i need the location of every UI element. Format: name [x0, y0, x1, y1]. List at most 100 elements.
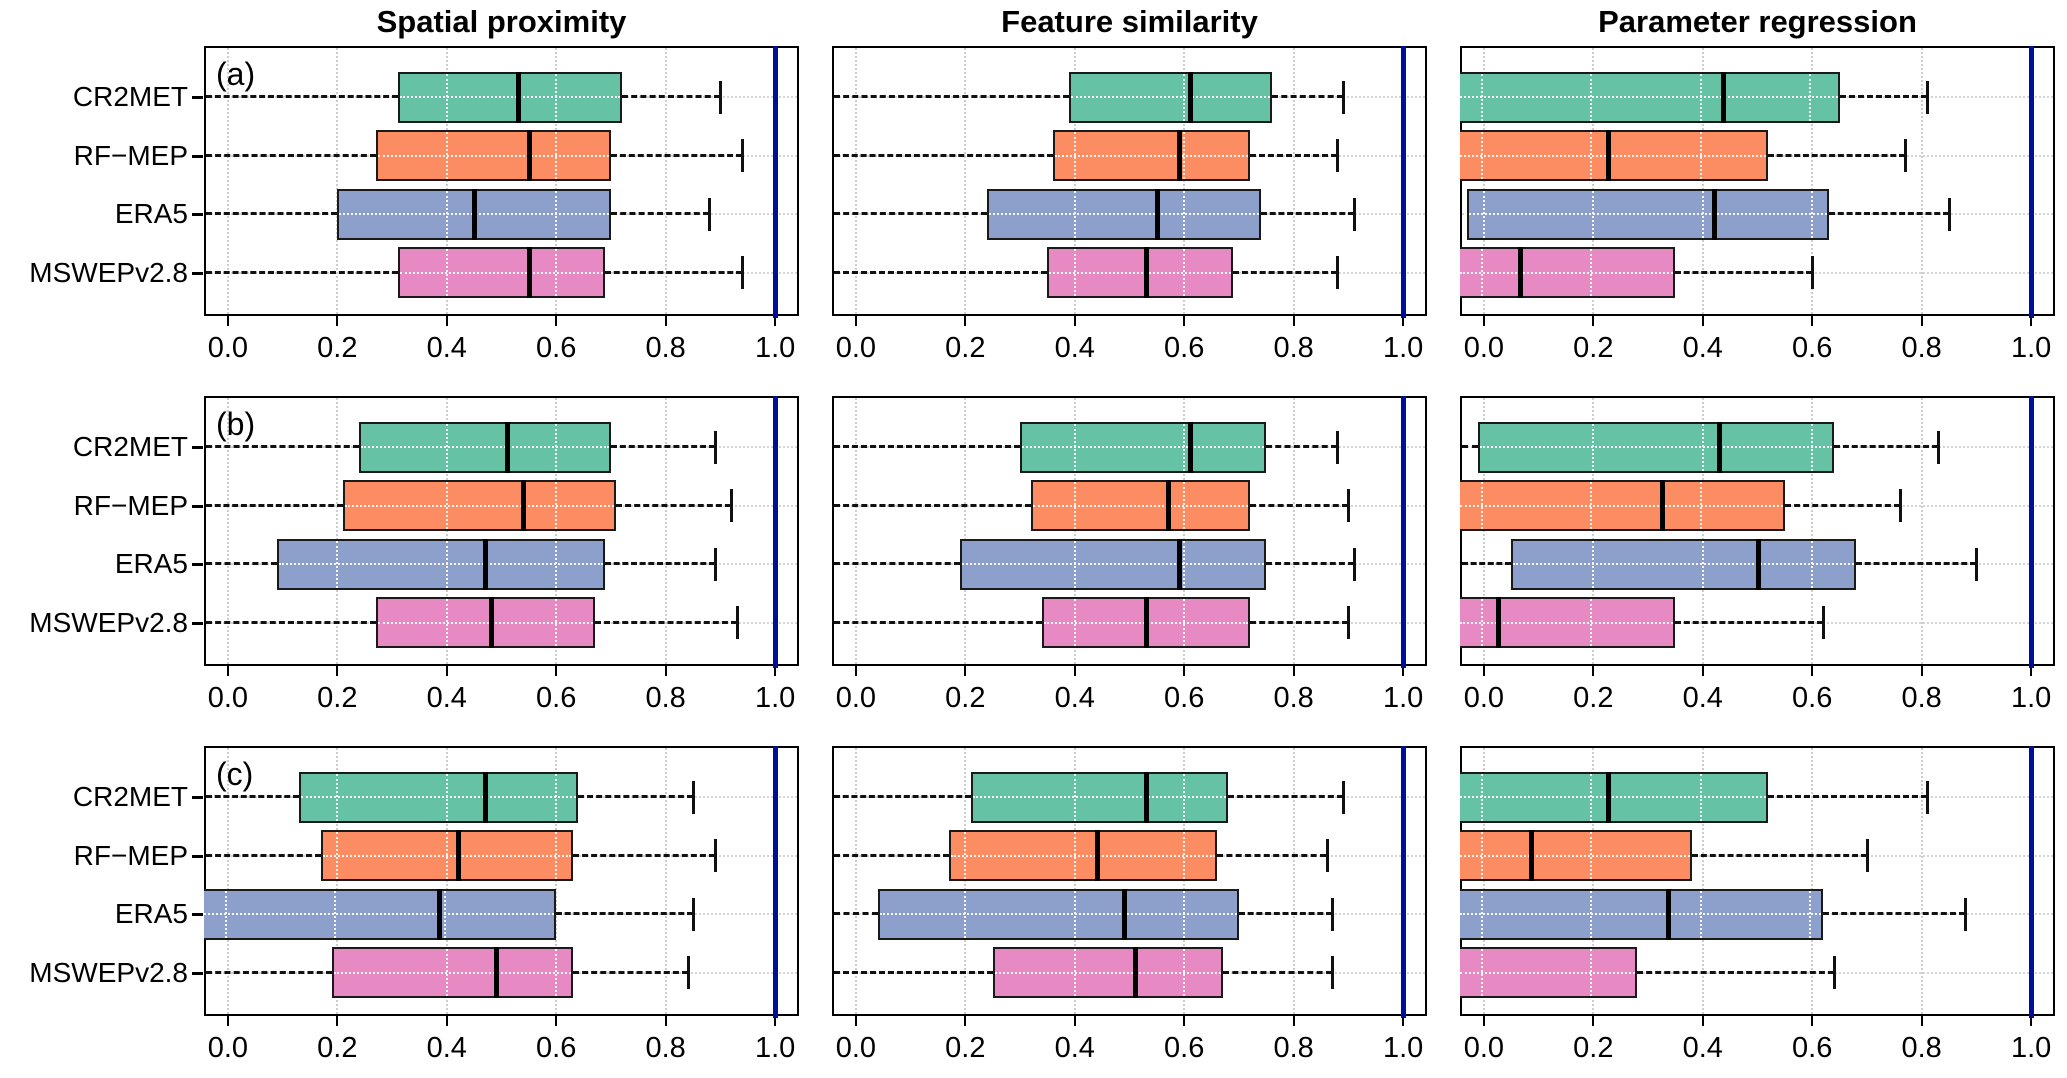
median-line — [494, 947, 500, 999]
boxplot-rf-mep — [1460, 480, 1785, 532]
boxplot-era5 — [204, 888, 557, 940]
row-label-cr2met: CR2MET — [72, 81, 188, 113]
panel-c-parameter-regression — [1460, 746, 2055, 1018]
x-axis-tick — [336, 316, 339, 326]
whisker-high — [616, 503, 732, 507]
boxplot-cr2met — [970, 771, 1228, 823]
median-line — [1665, 888, 1671, 940]
boxplot-rf-mep — [342, 480, 617, 532]
x-axis-tick — [1811, 1016, 1814, 1026]
boxplot-cr2met — [1478, 421, 1835, 473]
boxplot-mswepv2-8 — [992, 947, 1223, 999]
whisker-cap — [741, 256, 745, 290]
whisker-high — [1266, 445, 1338, 449]
whisker-low — [834, 445, 1021, 449]
boxplot-era5 — [1460, 888, 1824, 940]
panel-a-spatial-proximity — [204, 46, 799, 318]
boxplot-mswepv2-8 — [1041, 597, 1250, 649]
median-line — [1094, 830, 1100, 882]
whisker-low — [834, 912, 878, 916]
grid-line-vertical — [1811, 48, 1814, 314]
x-axis-tick — [226, 316, 229, 326]
x-axis-tick — [336, 666, 339, 676]
x-axis-tick — [774, 666, 777, 676]
grid-line-horizontal-overlay — [333, 971, 571, 974]
x-tick-label: 1.0 — [754, 332, 796, 364]
median-line — [1176, 130, 1182, 182]
median-line — [1165, 480, 1171, 532]
grid-line-horizontal-overlay — [994, 971, 1221, 974]
whisker-cap — [735, 606, 739, 640]
median-line — [483, 538, 489, 590]
x-tick-label: 0.8 — [1901, 1032, 1942, 1064]
grid-line-horizontal-overlay — [399, 271, 604, 274]
x-tick-label: 0.2 — [945, 682, 986, 714]
x-tick-label: 0.6 — [536, 332, 577, 364]
whisker-cap — [1822, 606, 1826, 640]
boxplot-era5 — [1511, 538, 1856, 590]
whisker-cap — [1904, 139, 1908, 173]
x-axis-tick — [555, 316, 558, 326]
x-axis-tick — [1592, 1016, 1595, 1026]
category-tick — [192, 96, 203, 100]
x-tick-label: 0.0 — [1463, 682, 1505, 714]
whisker-cap — [1948, 197, 1952, 231]
x-axis-tick — [1701, 316, 1704, 326]
x-tick-label: 1.0 — [754, 682, 796, 714]
reference-line — [773, 746, 779, 1018]
whisker-low — [834, 562, 960, 566]
whisker-cap — [713, 430, 717, 464]
whisker-cap — [692, 897, 696, 931]
whisker-cap — [741, 139, 745, 173]
boxplot-cr2met — [299, 771, 579, 823]
median-line — [1122, 888, 1128, 940]
grid-line-horizontal-overlay — [344, 504, 615, 507]
x-tick-label: 0.6 — [1792, 682, 1833, 714]
median-line — [472, 188, 478, 240]
whisker-high — [621, 95, 721, 99]
grid-line-vertical — [226, 748, 229, 1014]
x-tick-label: 0.8 — [645, 332, 686, 364]
whisker-cap — [1833, 956, 1837, 990]
whisker-low — [834, 503, 1031, 507]
median-line — [504, 421, 510, 473]
whisker-cap — [730, 489, 734, 523]
category-tick — [192, 913, 203, 917]
x-tick-label: 0.4 — [1682, 1032, 1723, 1064]
x-axis-tick — [2030, 316, 2033, 326]
whisker-high — [1675, 270, 1813, 274]
whisker-high — [1768, 153, 1906, 157]
whisker-low — [834, 970, 993, 974]
category-tick — [192, 446, 203, 450]
whisker-cap — [1926, 80, 1930, 114]
whisker-high — [1266, 562, 1354, 566]
whisker-cap — [713, 547, 717, 581]
x-tick-label: 0.8 — [645, 682, 686, 714]
x-tick-label: 0.6 — [1164, 682, 1205, 714]
whisker-cap — [1336, 139, 1340, 173]
x-axis-tick — [1292, 1016, 1295, 1026]
whisker-high — [1217, 853, 1327, 857]
x-tick-label: 0.8 — [1901, 682, 1942, 714]
x-tick-label: 0.2 — [317, 332, 358, 364]
x-axis-tick — [1592, 666, 1595, 676]
x-axis-tick — [1701, 666, 1704, 676]
x-tick-label: 0.4 — [426, 332, 467, 364]
x-axis-tick — [774, 316, 777, 326]
x-axis-tick — [1482, 1016, 1485, 1026]
whisker-cap — [1330, 897, 1334, 931]
boxplot-mswepv2-8 — [375, 597, 595, 649]
whisker-high — [610, 445, 715, 449]
boxplot-era5 — [1467, 188, 1829, 240]
grid-line-horizontal-overlay — [972, 796, 1226, 799]
reference-line — [2029, 396, 2035, 668]
column-title-parameter-regression: Parameter regression — [1598, 4, 1917, 39]
x-tick-label: 0.0 — [207, 682, 249, 714]
whisker-high — [1834, 445, 1939, 449]
grid-line-vertical — [226, 48, 229, 314]
grid-line-vertical — [1292, 398, 1295, 664]
panel-b-parameter-regression — [1460, 396, 2055, 668]
grid-line-vertical — [1811, 398, 1814, 664]
median-line — [1711, 188, 1717, 240]
category-tick — [192, 971, 203, 975]
